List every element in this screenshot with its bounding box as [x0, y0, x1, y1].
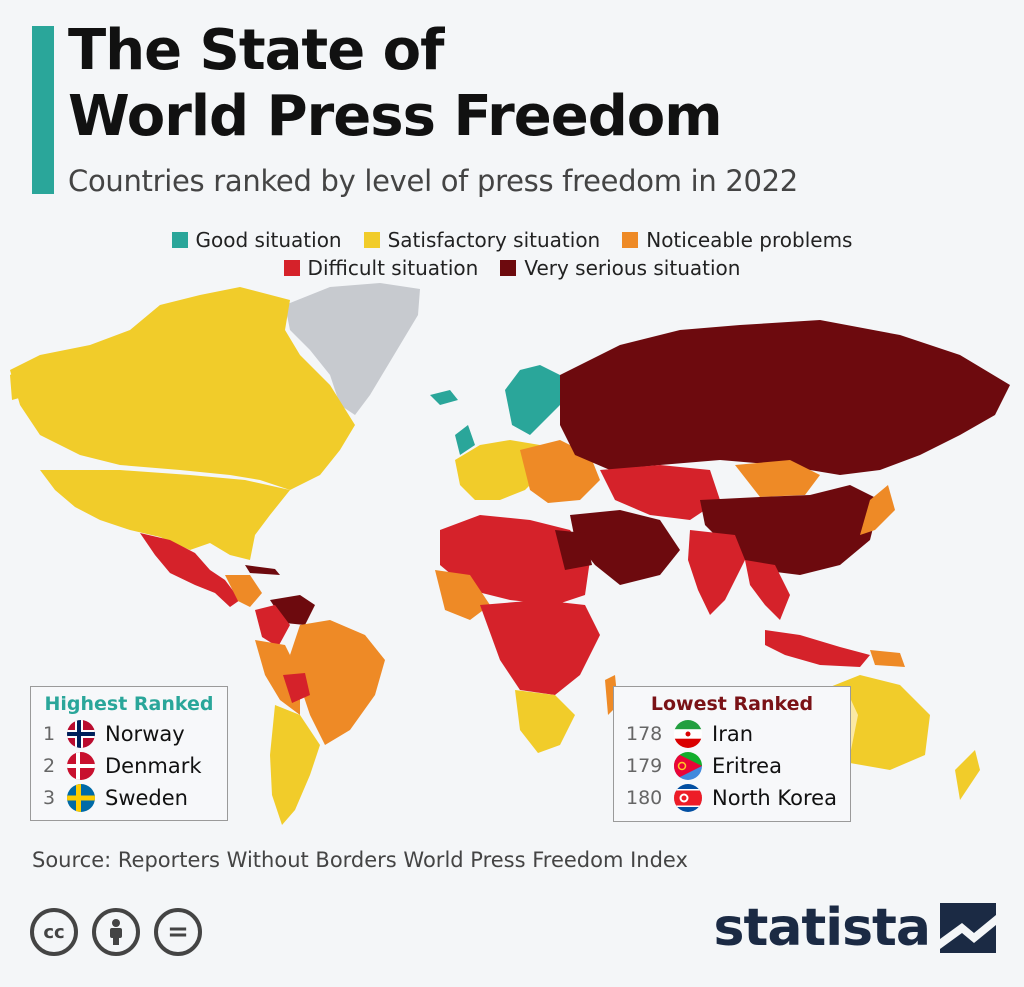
statista-logo[interactable]: statista [714, 898, 996, 958]
legend-item-noticeable: Noticeable problems [622, 228, 852, 252]
legend-item-good: Good situation [171, 228, 342, 252]
accent-bar [32, 26, 54, 194]
rank-row: 2 Denmark [43, 752, 202, 780]
license-icons: cc = [30, 908, 202, 956]
region-argentina-chile [270, 705, 320, 825]
region-india [688, 530, 745, 615]
region-new-zealand [955, 750, 980, 800]
rank-row: 1 Norway [43, 720, 185, 748]
region-peru-bolivia [255, 640, 300, 715]
region-colombia [255, 605, 290, 647]
rank-row: 179 Eritrea [626, 752, 782, 780]
region-bolivia [283, 673, 310, 703]
region-uk-ireland [455, 425, 475, 455]
legend-item-satisfactory: Satisfactory situation [363, 228, 600, 252]
no-derivatives-icon[interactable]: = [154, 908, 202, 956]
rank-row: 3 Sweden [43, 784, 188, 812]
region-japan [860, 485, 895, 535]
rank-row: 180 North Korea [626, 784, 837, 812]
north-korea-flag-icon [674, 784, 702, 812]
region-brazil [290, 620, 385, 745]
lowest-ranked-title: Lowest Ranked [650, 693, 814, 715]
cc-icon[interactable]: cc [30, 908, 78, 956]
legend-item-very-serious: Very serious situation [500, 256, 740, 280]
region-egypt [555, 530, 592, 570]
region-papua [870, 650, 905, 667]
legend-swatch [622, 232, 639, 248]
region-north-africa [440, 515, 590, 605]
legend-item-difficult: Difficult situation [283, 256, 478, 280]
iran-flag-icon [674, 720, 702, 748]
region-central-africa [480, 600, 600, 695]
brand-name: statista [713, 898, 931, 958]
region-mexico [140, 533, 240, 607]
source-note: Source: Reporters Without Borders World … [32, 848, 688, 872]
highest-ranked-box: Highest Ranked 1 Norway 2 Denmark 3 Swed… [30, 686, 228, 821]
lowest-ranked-box: Lowest Ranked 178 Iran 179 Eritrea 180 N… [613, 686, 851, 822]
region-west-africa [435, 570, 490, 620]
region-usa [40, 470, 290, 560]
denmark-flag-icon [67, 752, 95, 780]
legend-swatch [500, 260, 517, 276]
region-southeast-asia [745, 560, 790, 620]
page-title: The State of World Press Freedom [68, 18, 723, 149]
region-middle-east [570, 510, 680, 585]
highest-ranked-title: Highest Ranked [44, 693, 214, 715]
region-venezuela [270, 595, 315, 625]
region-indonesia [765, 630, 870, 667]
region-cuba [245, 565, 280, 575]
attribution-icon[interactable] [92, 908, 140, 956]
region-china [700, 485, 880, 575]
legend-swatch [283, 260, 300, 276]
legend-swatch [171, 232, 188, 248]
region-mongolia [735, 460, 820, 497]
norway-flag-icon [67, 720, 95, 748]
rank-row: 178 Iran [626, 720, 754, 748]
region-central-america [225, 575, 262, 607]
region-central-asia [600, 465, 720, 520]
region-greenland [285, 283, 420, 415]
page-subtitle: Countries ranked by level of press freed… [68, 164, 798, 198]
region-russia [560, 320, 1010, 475]
region-iceland [430, 390, 458, 405]
legend-swatch [363, 232, 380, 248]
eritrea-flag-icon [674, 752, 702, 780]
region-alaska [10, 360, 60, 400]
legend: Good situation Satisfactory situation No… [0, 226, 1024, 282]
sweden-flag-icon [67, 784, 95, 812]
statista-logo-icon [940, 903, 996, 953]
region-canada [10, 287, 355, 490]
region-scandinavia [505, 365, 565, 435]
region-southern-africa [515, 690, 575, 753]
